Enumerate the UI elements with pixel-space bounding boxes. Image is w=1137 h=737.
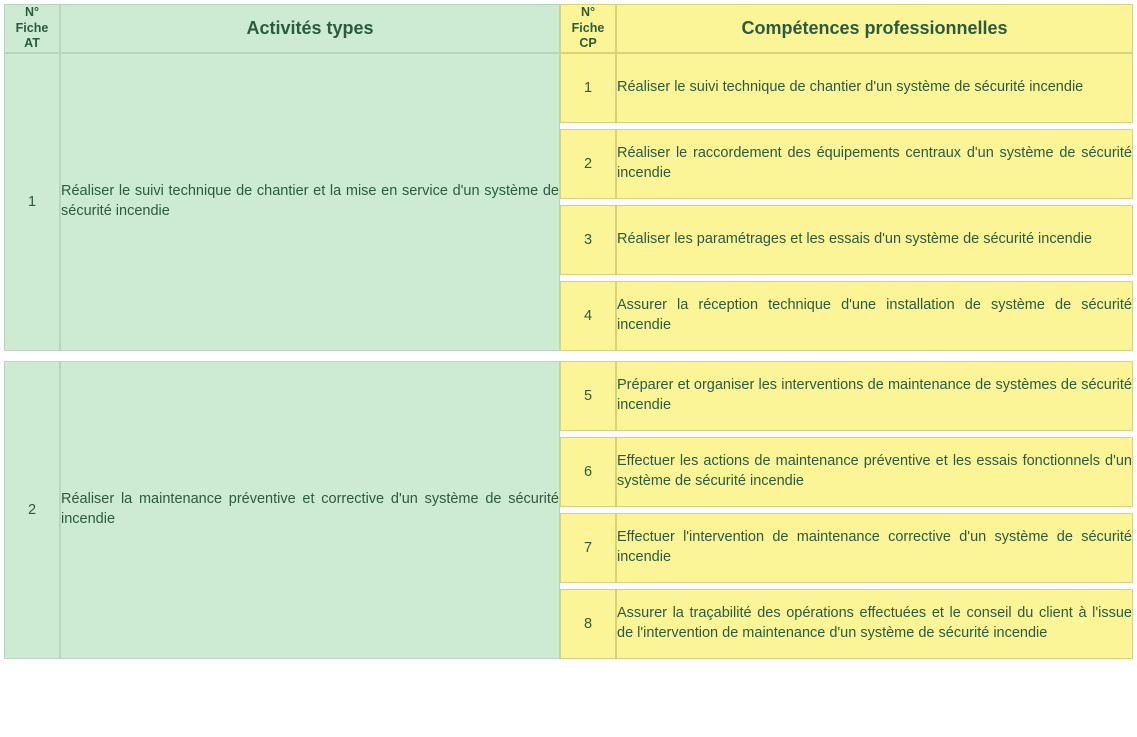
table-row: 1Réaliser le suivi technique de chantier… bbox=[4, 53, 1133, 123]
competence-num: 7 bbox=[560, 513, 616, 583]
header-at-num-l2: Fiche bbox=[16, 21, 49, 35]
competence-label: Assurer la réception technique d'une ins… bbox=[616, 281, 1133, 351]
competence-label: Réaliser le suivi technique de chantier … bbox=[616, 53, 1133, 123]
table-header-row: N° Fiche AT Activités types N° Fiche CP … bbox=[4, 4, 1133, 53]
competence-label: Réaliser le raccordement des équipements… bbox=[616, 129, 1133, 199]
competence-num: 5 bbox=[560, 361, 616, 431]
table-body: 1Réaliser le suivi technique de chantier… bbox=[4, 53, 1133, 659]
competence-label: Réaliser les paramétrages et les essais … bbox=[616, 205, 1133, 275]
activity-num: 1 bbox=[4, 53, 60, 351]
competence-label: Effectuer l'intervention de maintenance … bbox=[616, 513, 1133, 583]
competence-label: Assurer la traçabilité des opérations ef… bbox=[616, 589, 1133, 659]
header-at-num-l3: AT bbox=[24, 36, 40, 50]
activity-label: Réaliser le suivi technique de chantier … bbox=[60, 53, 560, 351]
block-gap bbox=[4, 351, 1133, 361]
table-row: 2Réaliser la maintenance préventive et c… bbox=[4, 361, 1133, 431]
header-at-num: N° Fiche AT bbox=[4, 4, 60, 53]
activity-num: 2 bbox=[4, 361, 60, 659]
competence-label: Préparer et organiser les interventions … bbox=[616, 361, 1133, 431]
header-cp-label: Compétences professionnelles bbox=[616, 4, 1133, 53]
competence-num: 2 bbox=[560, 129, 616, 199]
header-at-num-l1: N° bbox=[25, 5, 39, 19]
competence-label: Effectuer les actions de maintenance pré… bbox=[616, 437, 1133, 507]
header-at-label: Activités types bbox=[60, 4, 560, 53]
competence-num: 1 bbox=[560, 53, 616, 123]
header-cp-num-l1: N° bbox=[581, 5, 595, 19]
competence-num: 8 bbox=[560, 589, 616, 659]
competence-num: 4 bbox=[560, 281, 616, 351]
header-cp-num-l3: CP bbox=[579, 36, 596, 50]
activities-competences-table: N° Fiche AT Activités types N° Fiche CP … bbox=[4, 4, 1133, 659]
activity-label: Réaliser la maintenance préventive et co… bbox=[60, 361, 560, 659]
header-cp-num-l2: Fiche bbox=[572, 21, 605, 35]
competence-num: 6 bbox=[560, 437, 616, 507]
competence-num: 3 bbox=[560, 205, 616, 275]
header-cp-num: N° Fiche CP bbox=[560, 4, 616, 53]
